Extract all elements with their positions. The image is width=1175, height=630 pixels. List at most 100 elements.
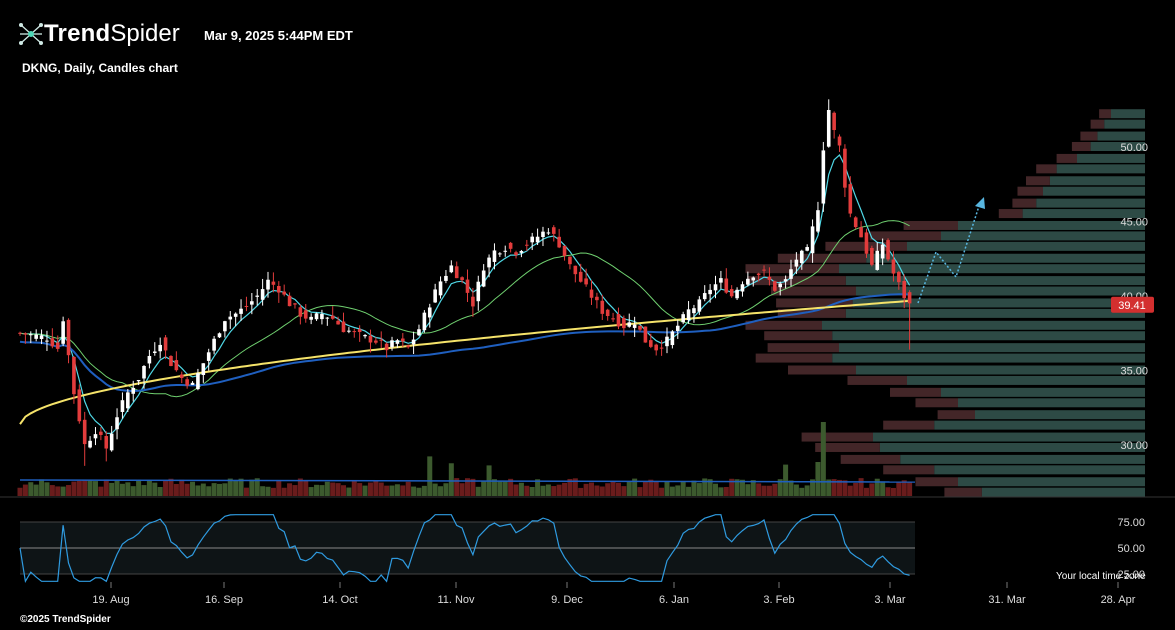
candle-body — [406, 345, 410, 348]
volume-bar — [324, 481, 330, 496]
volume-bar — [605, 483, 611, 496]
vp-bar-red — [771, 286, 856, 296]
candle-body — [514, 252, 518, 256]
volume-bar — [400, 485, 406, 496]
volume-bar — [766, 485, 772, 496]
volume-bar — [815, 462, 821, 496]
vp-bar-red — [801, 432, 873, 442]
candle-body — [233, 313, 238, 317]
candle-body — [568, 256, 572, 265]
date-tick-label: 9. Dec — [551, 594, 583, 606]
volume-bar — [524, 485, 530, 496]
volume-bar — [195, 485, 201, 496]
vp-bar-red — [903, 220, 958, 230]
volume-bar — [125, 482, 131, 496]
candle-body — [864, 232, 869, 254]
volume-bar — [535, 479, 541, 496]
volume-bar — [163, 480, 169, 496]
price-tick-label: 50.00 — [1120, 142, 1148, 154]
volume-bar — [184, 483, 190, 496]
volume-bar — [626, 481, 632, 496]
candle-body — [740, 284, 745, 292]
rsi-tick-label: 25.00 — [1117, 569, 1145, 581]
volume-bar — [44, 482, 50, 496]
candle-body — [627, 322, 632, 327]
candle-body — [390, 340, 394, 348]
volume-bar — [842, 480, 848, 496]
candle-body — [244, 305, 249, 307]
candle-body — [702, 293, 707, 300]
volume-bar — [551, 486, 557, 496]
volume-bar — [696, 483, 702, 496]
volume-bar — [22, 484, 28, 496]
volume-bar — [659, 487, 665, 496]
vp-bar-green — [866, 253, 1145, 263]
volume-bar — [71, 481, 77, 496]
volume-bar — [475, 486, 481, 496]
candle-body — [282, 291, 286, 295]
rsi-tick-label: 75.00 — [1117, 517, 1145, 529]
volume-average-line — [19, 479, 916, 483]
volume-bar — [394, 484, 400, 496]
vp-bar-red — [755, 353, 833, 363]
candle-body — [28, 334, 33, 336]
sma-long-line — [19, 293, 910, 393]
candle-body — [508, 242, 513, 249]
copyright-notice: ©2025 TrendSpider — [20, 614, 111, 625]
volume-bar — [470, 478, 476, 496]
candle-body — [395, 340, 400, 344]
volume-profile — [745, 109, 1145, 497]
volume-bar — [432, 483, 438, 496]
volume-bar — [481, 480, 487, 496]
candle-body — [476, 281, 481, 302]
volume-bar — [491, 479, 497, 496]
candle-body — [374, 340, 378, 343]
vp-bar-red — [745, 264, 839, 274]
volume-bar — [804, 485, 810, 496]
candle-body — [654, 344, 659, 351]
vp-bar-red — [764, 331, 833, 341]
candle-body — [357, 329, 362, 333]
candle-body — [751, 277, 756, 281]
candle-body — [783, 279, 788, 282]
candle-body — [902, 280, 907, 299]
candle-body — [347, 330, 351, 332]
vp-bar-green — [1111, 109, 1145, 119]
volume-bar — [114, 480, 120, 496]
candle-body — [778, 283, 783, 288]
vp-bar-green — [958, 477, 1145, 487]
volume-bar — [788, 480, 794, 496]
volume-bar — [750, 480, 756, 496]
volume-bar — [562, 482, 568, 496]
vp-bar-red — [1056, 153, 1077, 163]
volume-bar — [847, 485, 853, 496]
candle-body — [384, 343, 389, 351]
candle-body — [99, 431, 103, 435]
candle-body — [713, 284, 718, 291]
price-tick-label: 30.00 — [1120, 440, 1148, 452]
vp-bar-green — [1022, 209, 1145, 219]
candle-body — [843, 148, 847, 188]
candle-body — [250, 301, 254, 305]
vp-bar-green — [1077, 153, 1145, 163]
vp-bar-green — [907, 241, 1145, 251]
volume-bar — [686, 486, 692, 496]
candle-body — [196, 373, 200, 390]
candle-body — [449, 265, 454, 273]
candle-body — [255, 295, 260, 297]
volume-bar — [783, 464, 789, 496]
spider-logo-icon — [19, 23, 43, 45]
candle-body — [465, 279, 470, 293]
volume-bar — [243, 487, 249, 496]
vp-bar-red — [777, 253, 867, 263]
vp-bar-green — [1036, 198, 1145, 208]
volume-bar — [545, 484, 551, 496]
volume-bar — [17, 487, 23, 496]
volume-bar — [190, 481, 196, 496]
volume-bar — [713, 483, 719, 496]
vp-bar-green — [839, 264, 1145, 274]
volume-bar — [890, 487, 896, 496]
vp-bar-green — [981, 487, 1145, 497]
candle-body — [616, 314, 621, 327]
